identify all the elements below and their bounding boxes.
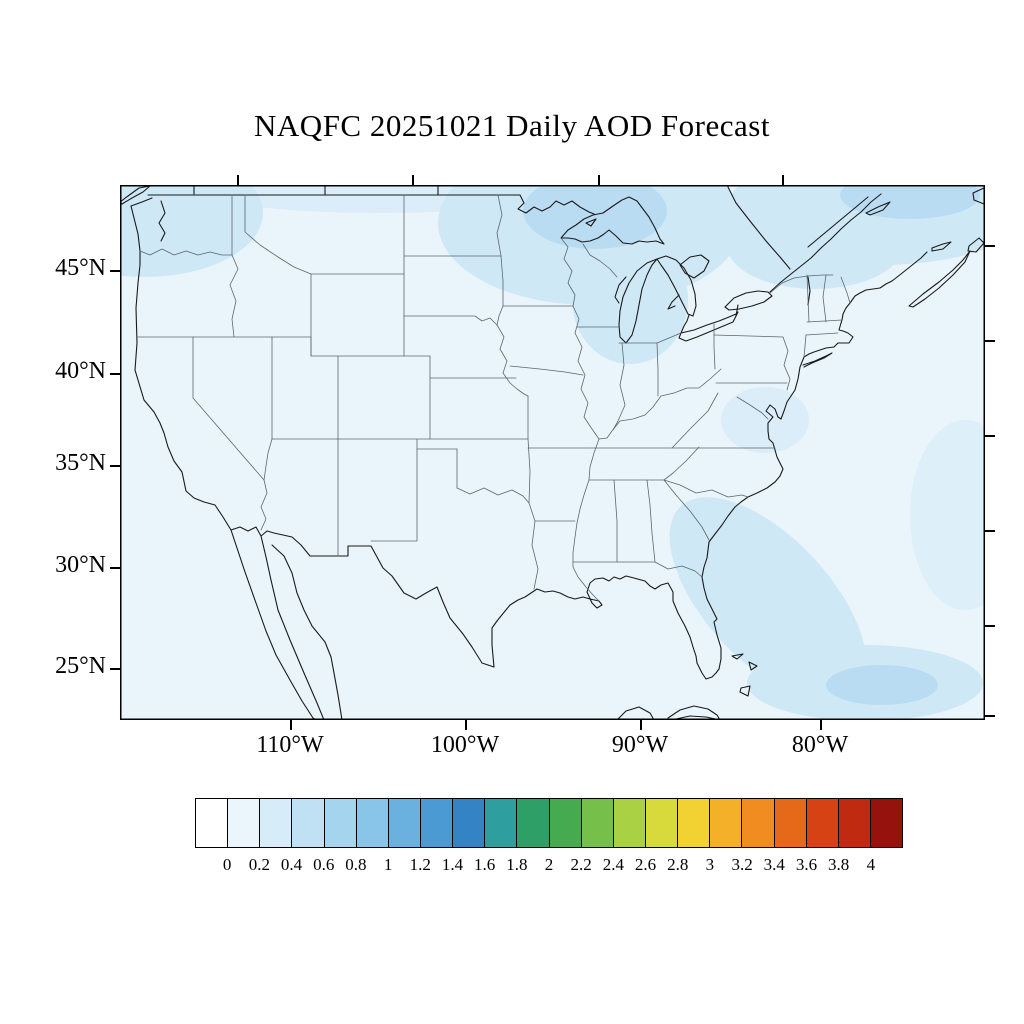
axis-tick [290,720,292,730]
colorbar-cell [806,799,839,847]
colorbar-tick-label: 0 [222,855,232,874]
colorbar-tick-label: 1.8 [506,855,528,874]
colorbar-tick-label: 0.2 [248,855,270,874]
axis-tick [985,530,995,532]
colorbar-cell [613,799,646,847]
lat-tick-label: 30°N [55,552,106,578]
colorbar-tick-label: 3.6 [795,855,818,874]
colorbar-tick-label: 1.2 [409,855,431,874]
lat-tick-label: 45°N [55,255,106,281]
colorbar-tick-label: 3 [705,855,715,874]
colorbar-cell [517,799,550,847]
lat-tick-label: 40°N [55,358,106,384]
axis-tick [110,567,120,569]
axis-tick [110,465,120,467]
colorbar-cell [196,799,229,847]
colorbar-cell [324,799,357,847]
axis-tick [985,435,995,437]
colorbar-tick-label: 3.4 [763,855,785,874]
colorbar-tick-label: 1 [383,855,393,874]
colorbar-cell [678,799,711,847]
axis-tick [110,668,120,670]
axis-tick [985,340,995,342]
axis-tick [820,720,822,730]
axis-tick [465,720,467,730]
colorbar-cell [581,799,614,847]
axis-tick [640,720,642,730]
colorbar-tick-label: 2.6 [634,855,657,874]
colorbar-cell [453,799,486,847]
colorbar-tick-label: 0.8 [345,855,367,874]
axis-tick [598,175,600,185]
map-canvas [27,141,1024,721]
axis-tick [110,270,120,272]
axis-tick [237,175,239,185]
colorbar-tick-label: 4 [866,855,876,874]
colorbar-labels: 0 0.2 0.4 0.6 0.8 1 1.2 1.4 1.6 1.8 2 2.2 2.4 2.6 2.8 3… [195,855,903,877]
axis-tick [110,373,120,375]
lat-tick-label: 25°N [55,653,106,679]
colorbar-tick-label: 2.2 [570,855,592,874]
axis-tick [985,715,995,717]
axis-tick [412,175,414,185]
colorbar-tick-label: 2 [544,855,554,874]
colorbar-tick-label: 2.8 [667,855,689,874]
axis-tick [782,175,784,185]
colorbar-cell [292,799,325,847]
lon-tick-label: 90°W [611,732,669,758]
colorbar: 0 0.2 0.4 0.6 0.8 1 1.2 1.4 1.6 1.8 2 2.2 2.4 2.6 2.8 3… [195,798,903,874]
colorbar-tick-label: 0.4 [280,855,303,874]
colorbar-cell [420,799,454,847]
colorbar-cell [549,799,582,847]
colorbar-cell [356,799,389,847]
map-frame-border [120,185,985,720]
lon-tick-label: 110°W [256,732,324,758]
colorbar-tick-label: 3.2 [731,855,753,874]
colorbar-cells [195,798,903,848]
colorbar-cell [485,799,518,847]
colorbar-cell [645,799,679,847]
colorbar-cell [260,799,293,847]
map-panel [27,141,1024,721]
colorbar-cell [228,799,261,847]
colorbar-tick-label: 2.4 [602,855,624,874]
page-title: NAQFC 20251021 Daily AOD Forecast [254,108,770,143]
lat-tick-label: 35°N [55,450,106,476]
colorbar-tick-label: 1.4 [441,855,464,874]
axis-tick [985,245,995,247]
colorbar-tick-label: 3.8 [828,855,850,874]
colorbar-cell [870,799,903,847]
colorbar-tick-label: 0.6 [313,855,335,874]
axis-tick [985,625,995,627]
colorbar-tick-label: 1.6 [474,855,496,874]
colorbar-cell [710,799,743,847]
lon-tick-label: 100°W [430,732,500,758]
colorbar-cell [742,799,775,847]
colorbar-cell [838,799,871,847]
colorbar-cell [774,799,807,847]
state-boundary-layer [136,194,851,602]
colorbar-cell [388,799,421,847]
lon-tick-label: 80°W [791,732,849,758]
